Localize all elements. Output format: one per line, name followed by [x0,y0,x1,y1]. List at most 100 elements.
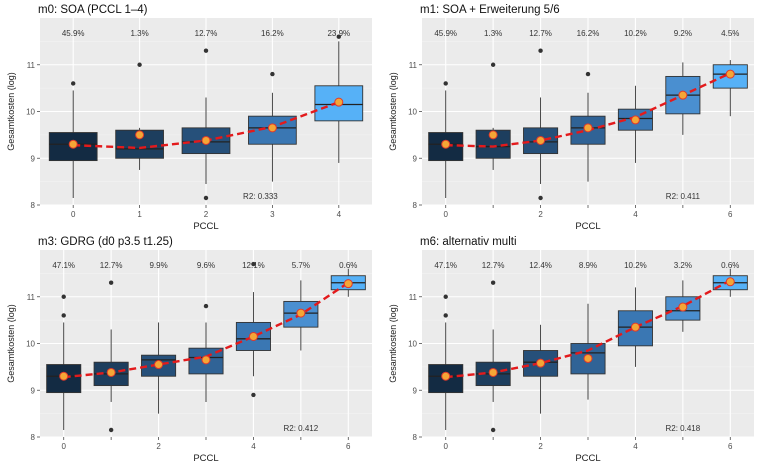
x-axis-label: PCCL [575,221,600,232]
share-label: 5.7% [292,261,310,270]
share-label: 9.2% [674,29,692,38]
mean-point [59,371,69,381]
share-label: 12.7% [100,261,123,270]
mean-point [488,130,498,140]
mean-point [441,371,451,381]
outlier-point [336,34,341,39]
x-tick-label: 4 [251,442,256,451]
mean-point [536,135,546,145]
panel-title: m0: SOA (PCCL 1–4) [38,4,148,16]
mean-point [135,130,145,140]
panel-title: m3: GDRG (d0 p3.5 t1.25) [38,236,173,248]
y-tick-label: 10 [26,108,35,117]
share-label: 12.1% [242,261,265,270]
outlier-point [538,195,543,201]
y-tick-label: 8 [31,201,36,210]
x-tick-label: 4 [337,210,342,219]
mean-point [488,367,498,377]
share-label: 47.1% [52,261,75,270]
y-tick-label: 11 [27,293,36,302]
x-tick-label: 2 [538,442,543,451]
outlier-point [71,81,76,86]
chart-panel-m1: m1: SOA + Erweiterung 5/6 8 9 10 11 Gesamtkos… [388,4,754,232]
outlier-point [490,280,496,285]
outlier-point [490,62,496,67]
mean-point [678,302,688,312]
x-tick-label: 2 [156,442,161,451]
outlier-point [203,195,209,201]
outlier-point [270,71,275,77]
y-tick-label: 10 [408,340,417,349]
mean-point [630,115,640,125]
mean-point [334,97,344,107]
outlier-point [443,294,448,299]
mean-point [248,331,258,341]
outlier-point [251,392,256,398]
y-tick-label: 9 [413,386,418,395]
share-label: 3.2% [674,261,692,270]
x-tick-label: 3 [270,210,275,219]
outlier-point [61,313,66,318]
x-tick-label: 2 [538,210,543,219]
y-tick-label: 8 [413,433,418,442]
y-tick-label: 9 [31,154,36,163]
x-tick-label: 1 [137,210,142,219]
share-label: 10.2% [624,29,647,38]
share-label: 12.7% [482,261,505,270]
outlier-point [585,71,591,77]
mean-point [441,139,451,149]
outlier-point [443,81,448,86]
share-label: 16.2% [261,29,284,38]
share-label: 1.3% [484,29,502,38]
outlier-point [443,313,448,318]
mean-point [267,123,277,133]
chart-panel-m3: m3: GDRG (d0 p3.5 t1.25) 8 9 10 11 Gesamtkost… [6,236,372,463]
mean-point [583,353,593,363]
outlier-point [203,48,209,53]
x-axis-label: PCCL [575,453,600,463]
r2-label: R2: 0.333 [243,192,278,201]
share-label: 0.6% [339,261,357,270]
share-label: 9.6% [197,261,215,270]
x-tick-label: 2 [204,210,209,219]
share-label: 1.3% [130,29,148,38]
r2-label: R2: 0.418 [666,424,701,433]
x-tick-label: 0 [61,442,66,451]
share-label: 10.2% [624,261,647,270]
x-tick-label: 0 [443,442,448,451]
y-axis-label: Gesamtkosten (log) [6,304,16,383]
x-axis-label: PCCL [193,221,218,232]
x-tick-label: 0 [443,210,448,219]
chart-panel-m6: m6: alternativ multi 8 9 10 11 Gesamtkosten (… [388,236,754,463]
mean-point [725,69,735,79]
x-tick-label: 6 [728,442,733,451]
x-tick-label: 6 [346,442,351,451]
share-label: 9.9% [149,261,167,270]
share-label: 23.9% [327,29,350,38]
mean-point [536,358,546,368]
y-tick-label: 8 [413,201,418,210]
outlier-point [108,427,114,433]
r2-label: R2: 0.411 [666,192,701,201]
share-label: 16.2% [577,29,600,38]
outlier-point [61,294,66,299]
mean-point [201,355,211,365]
outlier-point [251,261,256,267]
y-tick-label: 11 [409,293,418,302]
y-axis-label: Gesamtkosten (log) [388,72,398,151]
mean-point [678,90,688,100]
mean-point [154,360,164,370]
outlier-point [538,48,543,53]
x-axis-label: PCCL [193,453,218,463]
outlier-point [490,427,496,433]
share-label: 0.6% [721,261,739,270]
x-tick-label: 6 [728,210,733,219]
panel-title: m1: SOA + Erweiterung 5/6 [420,4,560,16]
y-tick-label: 11 [409,61,418,70]
mean-point [343,279,353,289]
outlier-point [108,280,114,285]
share-label: 45.9% [62,29,85,38]
share-label: 12.7% [529,29,552,38]
